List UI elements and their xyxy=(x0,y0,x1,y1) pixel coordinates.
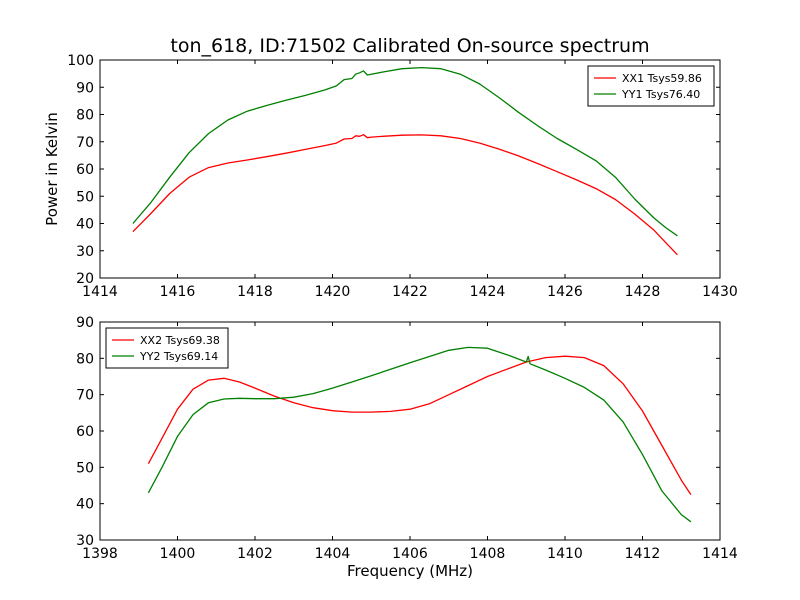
figure-title: ton_618, ID:71502 Calibrated On-source s… xyxy=(170,35,649,57)
y-tick-label: 60 xyxy=(76,424,94,440)
legend: XX2 Tsys69.38 YY2 Tsys69.14 xyxy=(105,327,229,369)
x-tick-label: 1412 xyxy=(625,546,661,562)
legend: XX1 Tsys59.86 YY1 Tsys76.40 xyxy=(587,65,715,107)
series-line-1-1 xyxy=(132,134,678,256)
y-tick-label: 40 xyxy=(76,217,94,233)
y-tick-label: 100 xyxy=(67,53,94,69)
x-tick-label: 1400 xyxy=(160,546,196,562)
x-tick-label: 1404 xyxy=(315,546,351,562)
y-axis-label: Power in Kelvin xyxy=(43,112,61,226)
legend-box xyxy=(105,327,229,369)
y-tick-label: 50 xyxy=(76,189,94,205)
x-tick-label: 1406 xyxy=(392,546,428,562)
y-tick-label: 80 xyxy=(76,351,94,367)
y-tick-label: 20 xyxy=(76,271,94,287)
x-tick-label: 1410 xyxy=(547,546,583,562)
y-tick-label: 70 xyxy=(76,135,94,151)
legend-label: YY1 Tsys76.40 xyxy=(621,88,700,101)
y-tick-label: 50 xyxy=(76,460,94,476)
x-tick-label: 1428 xyxy=(625,284,661,300)
legend-label: XX2 Tsys69.38 xyxy=(140,334,220,347)
y-tick-label: 80 xyxy=(76,108,94,124)
y-tick-label: 90 xyxy=(76,315,94,331)
x-tick-label: 1416 xyxy=(160,284,196,300)
x-tick-label: 1420 xyxy=(315,284,351,300)
x-axis-label: Frequency (MHz) xyxy=(347,562,473,580)
x-tick-label: 1430 xyxy=(702,284,738,300)
x-tick-label: 1402 xyxy=(237,546,273,562)
x-tick-label: 1414 xyxy=(702,546,738,562)
x-tick-label: 1426 xyxy=(547,284,583,300)
series-line-2-2 xyxy=(147,346,692,523)
x-tick-label: 1422 xyxy=(392,284,428,300)
series-line-1-2 xyxy=(132,66,678,237)
x-tick-label: 1408 xyxy=(470,546,506,562)
y-tick-label: 90 xyxy=(76,80,94,96)
legend-label: XX1 Tsys59.86 xyxy=(622,72,702,85)
legend-box xyxy=(587,65,715,107)
x-tick-label: 1414 xyxy=(82,284,118,300)
x-tick-label: 1418 xyxy=(237,284,273,300)
y-tick-label: 30 xyxy=(76,533,94,549)
y-tick-label: 40 xyxy=(76,497,94,513)
chart-2: 1398 1400 1402 1404 1406 1408 1410 1412 1414 30 40… xyxy=(76,315,738,580)
y-tick-label: 30 xyxy=(76,244,94,260)
y-tick-label: 70 xyxy=(76,388,94,404)
legend-label: YY2 Tsys69.14 xyxy=(139,350,218,363)
chart-1: 1414 1416 1418 1420 1422 1424 1426 1428 1430 20 30… xyxy=(43,53,738,300)
series-line-2-1 xyxy=(147,355,692,495)
x-tick-label: 1424 xyxy=(470,284,506,300)
y-tick-label: 60 xyxy=(76,162,94,178)
x-tick-label: 1398 xyxy=(82,546,118,562)
